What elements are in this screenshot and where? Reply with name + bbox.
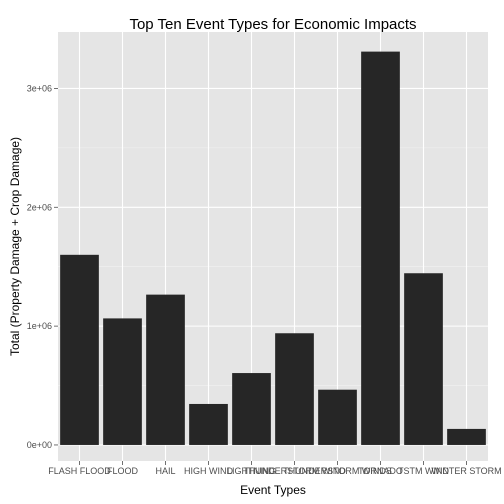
y-axis-title: Total (Property Damage + Crop Damage)	[8, 137, 22, 356]
x-tick-label: WINTER STORM	[431, 466, 501, 476]
bar	[275, 333, 314, 445]
x-tick-label: LIGHTNING	[227, 466, 276, 476]
bar	[189, 403, 228, 445]
y-tick-label: 3e+06	[27, 83, 52, 93]
x-tick-label: HIGH WIND	[184, 466, 233, 476]
x-tick-label: FLASH FLOOD	[48, 466, 111, 476]
bar	[318, 389, 357, 445]
x-axis-title: Event Types	[240, 483, 306, 497]
x-tick-label: THUNDERSTORM WIND	[243, 466, 346, 476]
bars	[60, 51, 486, 445]
bar	[361, 51, 400, 445]
plot-panel	[58, 32, 488, 461]
y-tick-label: 0e+00	[27, 440, 52, 450]
bar	[404, 273, 443, 445]
x-tick-label: FLOOD	[107, 466, 139, 476]
x-tick-label: TSTM WIND	[398, 466, 449, 476]
bar	[146, 294, 185, 445]
chart-title: Top Ten Event Types for Economic Impacts	[129, 16, 416, 33]
bar	[60, 254, 99, 445]
bar	[103, 318, 142, 445]
y-tick-label: 2e+06	[27, 202, 52, 212]
x-tick-label: HAIL	[155, 466, 175, 476]
x-tick-label: THUNDERSTORM WINDS	[283, 466, 392, 476]
y-axis: 0e+00 1e+06 2e+06 3e+06	[27, 83, 58, 450]
y-tick-label: 1e+06	[27, 321, 52, 331]
x-tick-label: TORNADO	[358, 466, 403, 476]
bar	[447, 428, 486, 445]
bar	[232, 373, 271, 445]
